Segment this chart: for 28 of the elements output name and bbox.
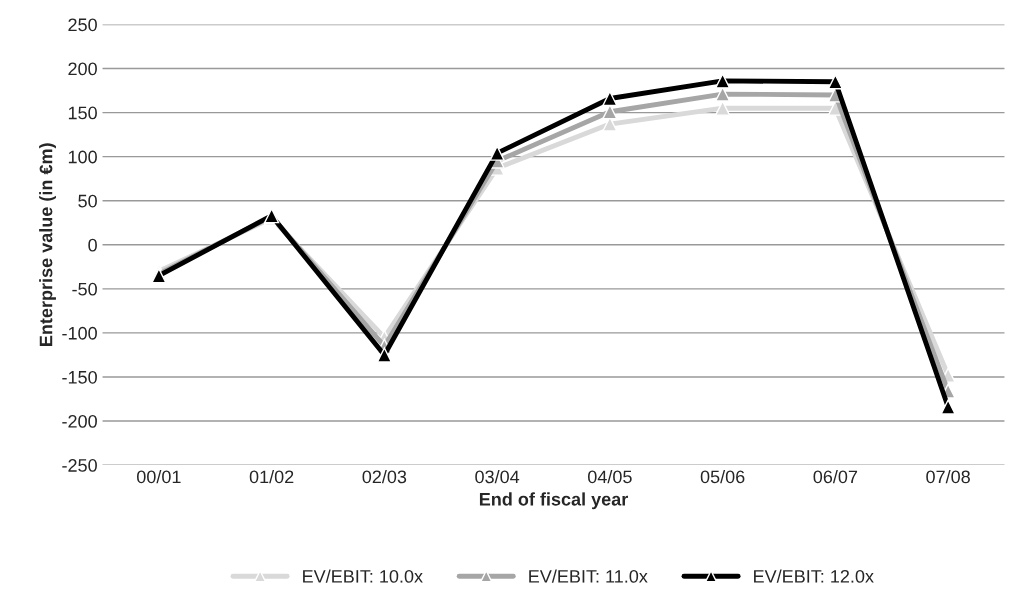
y-tick-label: -150 bbox=[62, 370, 97, 384]
y-tick-label: 150 bbox=[68, 106, 97, 120]
y-tick-label: -50 bbox=[72, 282, 97, 296]
y-tick-label: 100 bbox=[68, 150, 97, 164]
point bbox=[602, 104, 618, 120]
y-tick-label: 50 bbox=[78, 194, 97, 208]
point bbox=[376, 347, 393, 363]
point bbox=[940, 399, 956, 415]
y-tick-label: 250 bbox=[68, 18, 97, 32]
x-tick-label: 07/08 bbox=[926, 469, 970, 484]
x-tick-label: 00/01 bbox=[136, 469, 181, 484]
point bbox=[714, 73, 731, 89]
y-tick-label: -200 bbox=[62, 414, 97, 428]
x-tick-label: 03/04 bbox=[475, 469, 520, 484]
y-tick-label: -100 bbox=[62, 326, 97, 340]
y-tick-label: 200 bbox=[68, 62, 97, 76]
legend-label: EV/EBIT: 10.0x bbox=[303, 569, 423, 583]
x-axis-title: End of fiscal year bbox=[479, 492, 628, 510]
x-tick-label: 05/06 bbox=[700, 469, 745, 484]
x-tick-label: 01/02 bbox=[249, 469, 294, 484]
y-axis-title: Enterprise value (in €m) bbox=[39, 143, 56, 346]
legend-label: EV/EBIT: 11.0x bbox=[529, 569, 648, 583]
x-tick-label: 04/05 bbox=[587, 469, 632, 484]
x-tick-label: 06/07 bbox=[813, 469, 858, 484]
y-tick-label: 0 bbox=[88, 238, 97, 252]
x-tick-label: 02/03 bbox=[362, 469, 407, 484]
legend-label: EV/EBIT: 12.0x bbox=[754, 569, 874, 583]
y-tick-label: -250 bbox=[62, 459, 97, 472]
